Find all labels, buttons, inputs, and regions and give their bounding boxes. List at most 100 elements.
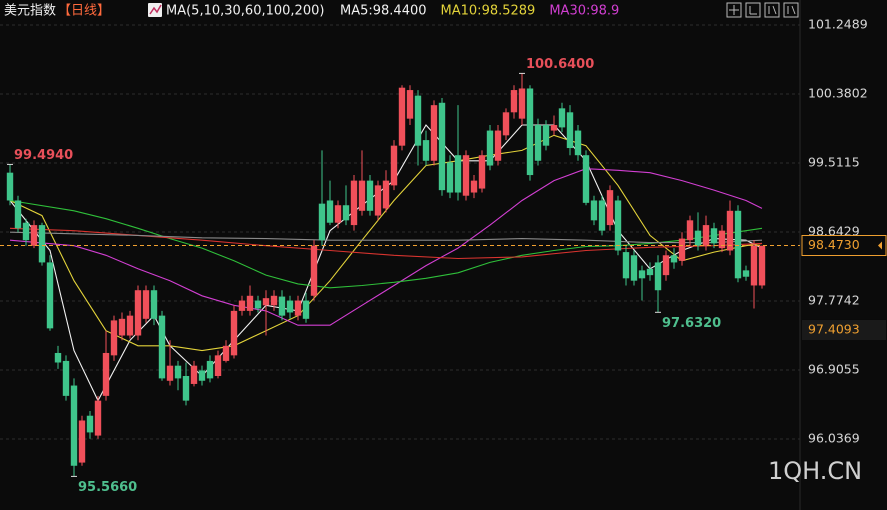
price-label: 98.4730 xyxy=(808,237,860,252)
candle-body xyxy=(174,365,182,379)
ma-params: MA(5,10,30,60,100,200) xyxy=(166,4,324,19)
tool-reset[interactable] xyxy=(783,2,799,18)
y-tick-label: 97.7742 xyxy=(808,293,860,308)
y-tick-label: 100.3802 xyxy=(808,86,868,101)
candle-body xyxy=(710,228,718,244)
legend-entry: MA30:98.9 xyxy=(549,4,619,19)
candle-body xyxy=(14,200,22,229)
ma-icon xyxy=(148,3,162,17)
price-arrow xyxy=(878,241,882,250)
candle-body xyxy=(414,95,422,146)
candle-body xyxy=(510,90,518,113)
annotation-label: 100.6400 xyxy=(526,57,594,72)
candle-body xyxy=(318,203,326,241)
candle-body xyxy=(94,400,102,436)
candle-body xyxy=(598,200,606,231)
chart-subtitle: 【日线】 xyxy=(58,4,110,19)
candle-body xyxy=(198,370,206,381)
y-tick-label: 98.6429 xyxy=(808,224,860,239)
candle-body xyxy=(398,87,406,146)
y-tick-label: 96.9055 xyxy=(808,362,860,377)
candle-body xyxy=(78,420,86,463)
ma-line xyxy=(9,168,763,326)
candle-body xyxy=(566,112,574,149)
candle-body xyxy=(638,270,646,279)
candle-body xyxy=(366,180,374,211)
candle-body xyxy=(110,320,118,356)
candle-body xyxy=(518,88,526,119)
toolbar[interactable] xyxy=(726,2,799,18)
candle-body xyxy=(678,238,686,261)
candle-body xyxy=(422,140,430,161)
candle-body xyxy=(134,290,142,336)
price-label: 97.4093 xyxy=(808,321,860,336)
candle-body xyxy=(102,352,110,396)
tool-zoom[interactable] xyxy=(764,2,780,18)
candle-body xyxy=(294,300,302,316)
candle-body xyxy=(430,105,438,161)
ma-lines xyxy=(9,124,763,402)
candle-body xyxy=(470,180,478,193)
candle-body xyxy=(374,185,382,216)
candles xyxy=(6,73,766,477)
candle-body xyxy=(86,415,94,433)
candle-body xyxy=(350,180,358,226)
candle-body xyxy=(654,262,662,291)
candle-body xyxy=(22,222,30,241)
candle-body xyxy=(142,290,150,319)
candle-body xyxy=(750,245,758,286)
legend: MA5:98.4400 MA10:98.5289 MA30:98.9 xyxy=(340,4,619,19)
candle-body xyxy=(358,180,366,211)
candle-body xyxy=(270,295,278,306)
tool-crosshair[interactable] xyxy=(726,2,742,18)
candle-body xyxy=(462,155,470,196)
candle-body xyxy=(614,200,622,251)
candle-body xyxy=(70,385,78,466)
annotation-label: 95.5660 xyxy=(78,480,137,495)
candle-body xyxy=(494,130,502,161)
candle-body xyxy=(502,112,510,136)
candle-body xyxy=(54,352,62,363)
price-box xyxy=(801,235,887,257)
candle-body xyxy=(646,268,654,276)
candle-body xyxy=(166,365,174,381)
price-box xyxy=(802,319,886,340)
candle-body xyxy=(222,345,230,361)
tool-draw[interactable] xyxy=(745,2,761,18)
candle-body xyxy=(246,295,254,311)
candle-body xyxy=(262,298,270,306)
candle-body xyxy=(238,300,246,311)
candle-body xyxy=(302,300,310,319)
y-tick-label: 99.5115 xyxy=(808,155,860,170)
candle-body xyxy=(190,365,198,384)
candle-body xyxy=(758,245,766,286)
candle-body xyxy=(590,200,598,221)
candle-body xyxy=(118,318,126,336)
legend-entry: MA10:98.5289 xyxy=(441,4,536,19)
candle-body xyxy=(382,180,390,209)
candle-body xyxy=(478,155,486,189)
candle-body xyxy=(662,255,670,276)
candle-body xyxy=(702,225,710,246)
candle-body xyxy=(734,210,742,279)
candle-body xyxy=(574,130,582,156)
candle-body xyxy=(718,230,726,249)
candle-body xyxy=(286,300,294,313)
candle-body xyxy=(46,262,54,329)
candle-body xyxy=(630,255,638,281)
candle-body xyxy=(310,245,318,296)
candle-body xyxy=(582,155,590,203)
candle-body xyxy=(6,172,14,201)
candle-body xyxy=(694,230,702,246)
candle-body xyxy=(326,200,334,223)
candle-body xyxy=(670,255,678,263)
candle-body xyxy=(550,125,558,131)
candle-body xyxy=(230,310,238,356)
candle-body xyxy=(558,108,566,128)
candle-body xyxy=(534,125,542,161)
candle-body xyxy=(278,296,286,316)
candle-body xyxy=(446,162,454,193)
candle-body xyxy=(182,376,190,401)
